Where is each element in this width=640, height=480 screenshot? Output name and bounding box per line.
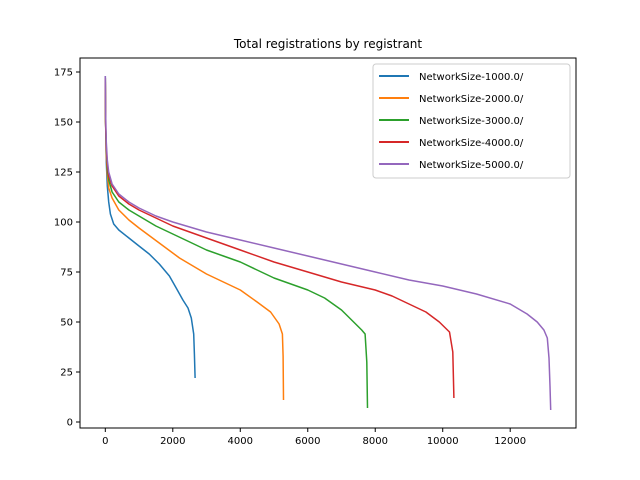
x-tick-label: 6000 <box>295 436 320 447</box>
legend-label-3: NetworkSize-3000.0/ <box>419 116 524 127</box>
y-tick-label: 0 <box>67 418 73 429</box>
legend-label-1: NetworkSize-1000.0/ <box>419 72 524 83</box>
y-tick-label: 175 <box>54 68 73 79</box>
x-tick-label: 8000 <box>363 436 388 447</box>
legend-box <box>372 63 571 179</box>
y-tick-label: 25 <box>60 368 73 379</box>
legend: NetworkSize-1000.0/NetworkSize-2000.0/Ne… <box>372 63 571 179</box>
x-tick-label: 2000 <box>160 436 185 447</box>
x-axis: 0 2000 4000 6000 8000 10000 12000 <box>102 428 526 447</box>
y-tick-label: 100 <box>54 218 73 229</box>
legend-label-5: NetworkSize-5000.0/ <box>419 160 524 171</box>
series-line-4 <box>104 77 455 399</box>
plot-frame <box>79 57 577 429</box>
series-line-2 <box>104 81 285 401</box>
x-tick-label: 4000 <box>228 436 253 447</box>
y-axis: 0 25 50 75 100 125 150 175 <box>54 68 80 429</box>
chart-title: Total registrations by registrant <box>233 37 423 51</box>
series-line-5 <box>104 75 552 411</box>
series-line-3 <box>104 77 369 409</box>
y-tick-label: 75 <box>60 268 73 279</box>
x-tick-label: 0 <box>102 436 108 447</box>
legend-label-2: NetworkSize-2000.0/ <box>419 94 524 105</box>
y-tick-label: 150 <box>54 118 73 129</box>
x-tick-label: 10000 <box>427 436 459 447</box>
y-tick-label: 125 <box>54 168 73 179</box>
y-tick-label: 50 <box>60 318 73 329</box>
series-layer <box>104 75 552 411</box>
x-tick-label: 12000 <box>494 436 526 447</box>
legend-label-4: NetworkSize-4000.0/ <box>419 138 524 149</box>
series-line-1 <box>104 75 196 379</box>
